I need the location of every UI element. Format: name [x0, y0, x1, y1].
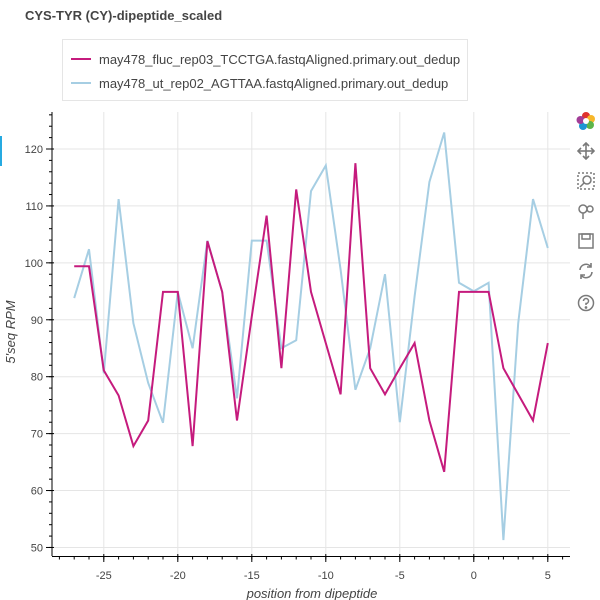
- box-zoom-icon[interactable]: [575, 170, 597, 192]
- y-tick-label: 50: [31, 542, 43, 554]
- series-line-0: [74, 163, 549, 473]
- x-tick-label: -25: [96, 570, 112, 582]
- y-tick-label: 100: [25, 258, 43, 270]
- pan-icon[interactable]: [575, 140, 597, 162]
- wheel-zoom-icon[interactable]: [575, 200, 597, 222]
- bokeh-logo-icon[interactable]: [575, 110, 597, 132]
- legend-swatch-ut: [71, 82, 91, 84]
- x-tick-label: -10: [318, 570, 334, 582]
- legend-swatch-fluc: [71, 58, 91, 60]
- x-tick-label: 0: [471, 570, 477, 582]
- y-tick-label: 70: [31, 429, 43, 441]
- active-tool-indicator: [0, 136, 2, 166]
- grid: [52, 112, 570, 556]
- help-icon[interactable]: [575, 292, 597, 314]
- toolbar: [570, 108, 600, 318]
- y-tick-label: 120: [25, 144, 43, 156]
- y-tick-label: 60: [31, 486, 43, 498]
- legend-item-fluc[interactable]: may478_fluc_rep03_TCCTGA.fastqAligned.pr…: [71, 49, 460, 69]
- x-tick-label: -5: [395, 570, 405, 582]
- x-tick-label: -20: [170, 570, 186, 582]
- legend-label-ut: may478_ut_rep02_AGTTAA.fastqAligned.prim…: [99, 75, 449, 91]
- series-line-1: [73, 132, 549, 541]
- save-icon[interactable]: [575, 230, 597, 252]
- y-tick-label: 90: [31, 315, 43, 327]
- legend-label-fluc: may478_fluc_rep03_TCCTGA.fastqAligned.pr…: [99, 51, 461, 67]
- series-lines: [73, 132, 549, 541]
- x-tick-label: 5: [545, 570, 551, 582]
- x-axis-label: position from dipeptide: [246, 586, 378, 600]
- reset-icon[interactable]: [575, 260, 597, 282]
- x-tick-label: -15: [244, 570, 260, 582]
- legend: may478_fluc_rep03_TCCTGA.fastqAligned.pr…: [62, 39, 468, 101]
- y-tick-label: 110: [25, 201, 43, 213]
- y-axis-label: 5'seq RPM: [3, 300, 18, 363]
- axes: -25 -20 -15 -10 -5 0 5 50 60 70 80 90 100 110 120: [25, 112, 570, 582]
- legend-item-ut[interactable]: may478_ut_rep02_AGTTAA.fastqAligned.prim…: [71, 73, 448, 93]
- chart-title: CYS-TYR (CY)-dipeptide_scaled: [25, 8, 223, 23]
- y-tick-label: 80: [31, 372, 43, 384]
